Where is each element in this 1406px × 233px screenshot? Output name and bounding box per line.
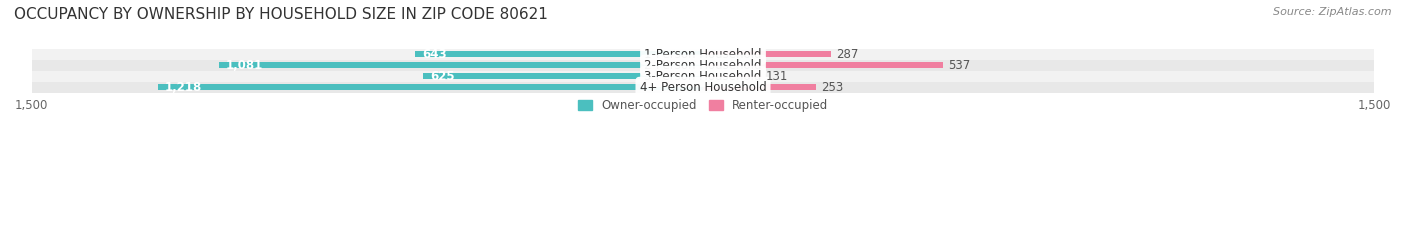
Bar bbox=[703, 51, 831, 57]
Text: 537: 537 bbox=[948, 59, 970, 72]
Text: 1,218: 1,218 bbox=[165, 81, 202, 94]
Bar bbox=[423, 73, 703, 79]
Text: 625: 625 bbox=[430, 70, 454, 83]
Text: 2-Person Household: 2-Person Household bbox=[644, 59, 762, 72]
Bar bbox=[703, 84, 817, 90]
Text: 1,081: 1,081 bbox=[226, 59, 263, 72]
Legend: Owner-occupied, Renter-occupied: Owner-occupied, Renter-occupied bbox=[572, 94, 834, 117]
Bar bbox=[32, 49, 1374, 60]
Text: 4+ Person Household: 4+ Person Household bbox=[640, 81, 766, 94]
Bar bbox=[703, 62, 943, 68]
Text: 131: 131 bbox=[766, 70, 789, 83]
Text: 1-Person Household: 1-Person Household bbox=[644, 48, 762, 61]
Text: Source: ZipAtlas.com: Source: ZipAtlas.com bbox=[1274, 7, 1392, 17]
Bar bbox=[32, 60, 1374, 71]
Bar bbox=[415, 51, 703, 57]
Bar bbox=[219, 62, 703, 68]
Bar bbox=[32, 82, 1374, 93]
Bar bbox=[32, 71, 1374, 82]
Bar bbox=[157, 84, 703, 90]
Text: 643: 643 bbox=[422, 48, 447, 61]
Text: 287: 287 bbox=[837, 48, 858, 61]
Text: 253: 253 bbox=[821, 81, 844, 94]
Text: OCCUPANCY BY OWNERSHIP BY HOUSEHOLD SIZE IN ZIP CODE 80621: OCCUPANCY BY OWNERSHIP BY HOUSEHOLD SIZE… bbox=[14, 7, 548, 22]
Bar bbox=[703, 73, 762, 79]
Text: 3-Person Household: 3-Person Household bbox=[644, 70, 762, 83]
